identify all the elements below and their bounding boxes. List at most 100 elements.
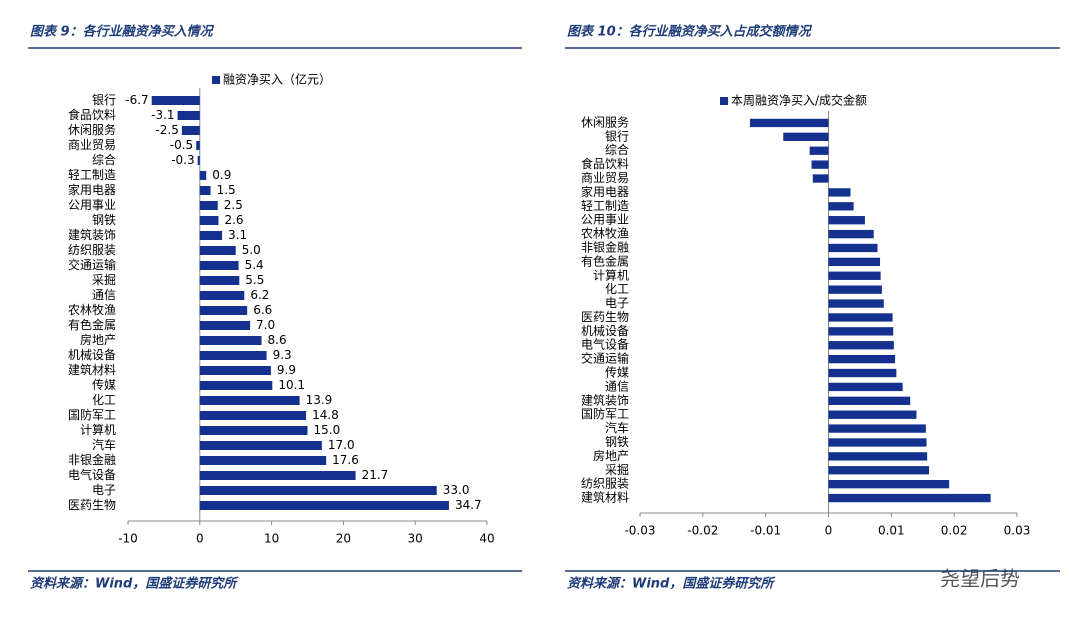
legend-label: 本周融资净买入/成交金额 bbox=[731, 93, 867, 108]
bar bbox=[828, 327, 894, 336]
bar bbox=[828, 285, 882, 294]
category-label: 公用事业 bbox=[581, 213, 629, 227]
value-label: 2.6 bbox=[224, 213, 243, 227]
category-label: 农林牧渔 bbox=[68, 303, 116, 317]
bar bbox=[199, 186, 211, 195]
category-label: 轻工制造 bbox=[68, 168, 116, 182]
x-tick-label: -0.01 bbox=[750, 524, 781, 538]
value-label: 5.4 bbox=[245, 258, 264, 272]
x-tick-label: 0 bbox=[196, 532, 204, 546]
category-label: 建筑装饰 bbox=[581, 392, 629, 407]
category-label: 采掘 bbox=[92, 272, 116, 287]
category-label: 交通运输 bbox=[68, 257, 116, 272]
x-tick-label: 0.02 bbox=[941, 524, 968, 538]
value-label: 10.1 bbox=[278, 378, 305, 392]
value-label: 17.0 bbox=[328, 438, 355, 452]
x-tick-label: 40 bbox=[479, 532, 494, 546]
category-label: 通信 bbox=[605, 379, 629, 393]
category-label: 食品饮料 bbox=[68, 107, 116, 122]
bar bbox=[828, 382, 903, 392]
category-label: 电子 bbox=[605, 296, 629, 310]
bar bbox=[828, 354, 896, 364]
value-label: 0.9 bbox=[212, 168, 231, 182]
bar bbox=[828, 396, 911, 405]
category-label: 休闲服务 bbox=[68, 122, 116, 137]
bar bbox=[811, 160, 829, 169]
bar bbox=[828, 410, 917, 419]
category-label: 建筑装饰 bbox=[68, 227, 116, 242]
bar bbox=[199, 471, 356, 480]
bar bbox=[199, 351, 267, 360]
category-label: 电气设备 bbox=[581, 337, 629, 352]
category-label: 传媒 bbox=[605, 365, 629, 380]
category-label: 电子 bbox=[92, 483, 116, 497]
bar bbox=[828, 466, 930, 475]
value-label: 9.3 bbox=[273, 348, 292, 362]
category-label: 化工 bbox=[605, 282, 629, 296]
bar bbox=[199, 366, 271, 375]
bar bbox=[828, 216, 865, 225]
bar bbox=[151, 96, 200, 105]
category-label: 商业贸易 bbox=[68, 137, 116, 152]
category-label: 机械设备 bbox=[68, 347, 116, 362]
value-label: 21.7 bbox=[362, 468, 389, 482]
x-tick-label: 10 bbox=[264, 532, 279, 546]
category-label: 休闲服务 bbox=[581, 114, 629, 129]
category-label: 采掘 bbox=[605, 462, 629, 477]
value-label: 13.9 bbox=[306, 393, 333, 407]
category-label: 交通运输 bbox=[581, 351, 629, 366]
value-label: 33.0 bbox=[443, 483, 470, 497]
bar bbox=[199, 501, 449, 510]
bar bbox=[199, 411, 307, 420]
category-label: 汽车 bbox=[605, 420, 629, 435]
bar bbox=[828, 313, 893, 322]
source-note: 资料来源：Wind，国盛证券研究所 bbox=[567, 576, 776, 592]
bar bbox=[828, 479, 950, 489]
value-label: 5.0 bbox=[242, 243, 261, 257]
source-note: 资料来源：Wind，国盛证券研究所 bbox=[30, 576, 239, 592]
bar bbox=[828, 424, 926, 433]
bar bbox=[828, 202, 854, 211]
category-label: 公用事业 bbox=[68, 198, 116, 212]
bar bbox=[783, 132, 829, 142]
bar bbox=[812, 174, 829, 183]
bar bbox=[828, 271, 881, 280]
category-label: 纺织服装 bbox=[68, 243, 116, 257]
bar bbox=[199, 381, 273, 390]
bar bbox=[199, 426, 308, 435]
chart-title: 图表 10：各行业融资净买入占成交额情况 bbox=[567, 24, 813, 40]
category-label: 钢铁 bbox=[92, 213, 116, 227]
bar bbox=[809, 146, 829, 155]
bar bbox=[199, 231, 223, 240]
bar bbox=[177, 111, 200, 120]
value-label: 7.0 bbox=[256, 318, 275, 332]
category-label: 计算机 bbox=[80, 422, 116, 437]
value-label: 17.6 bbox=[332, 453, 359, 467]
bar bbox=[199, 306, 248, 315]
bar bbox=[199, 246, 236, 255]
bar bbox=[199, 276, 240, 285]
x-tick-label: 20 bbox=[336, 532, 351, 546]
value-label: -3.1 bbox=[151, 108, 174, 122]
bar bbox=[749, 118, 829, 128]
bar bbox=[828, 229, 874, 239]
x-tick-label: 0.01 bbox=[878, 524, 905, 538]
category-label: 国防军工 bbox=[68, 407, 116, 422]
bar bbox=[828, 299, 884, 308]
category-label: 非银金融 bbox=[68, 452, 116, 467]
category-label: 轻工制造 bbox=[581, 199, 629, 213]
bar bbox=[199, 171, 207, 180]
category-label: 农林牧渔 bbox=[581, 227, 629, 241]
value-label: -0.5 bbox=[170, 138, 193, 152]
category-label: 机械设备 bbox=[581, 323, 629, 338]
value-label: 5.5 bbox=[245, 273, 264, 287]
category-label: 电气设备 bbox=[68, 467, 116, 482]
value-label: 6.2 bbox=[250, 288, 269, 302]
value-label: 6.6 bbox=[253, 303, 272, 317]
value-label: -6.7 bbox=[125, 93, 148, 107]
value-label: 15.0 bbox=[314, 423, 341, 437]
x-tick-label: 30 bbox=[408, 532, 423, 546]
x-tick-label: 0 bbox=[825, 524, 833, 538]
bar bbox=[828, 243, 878, 253]
